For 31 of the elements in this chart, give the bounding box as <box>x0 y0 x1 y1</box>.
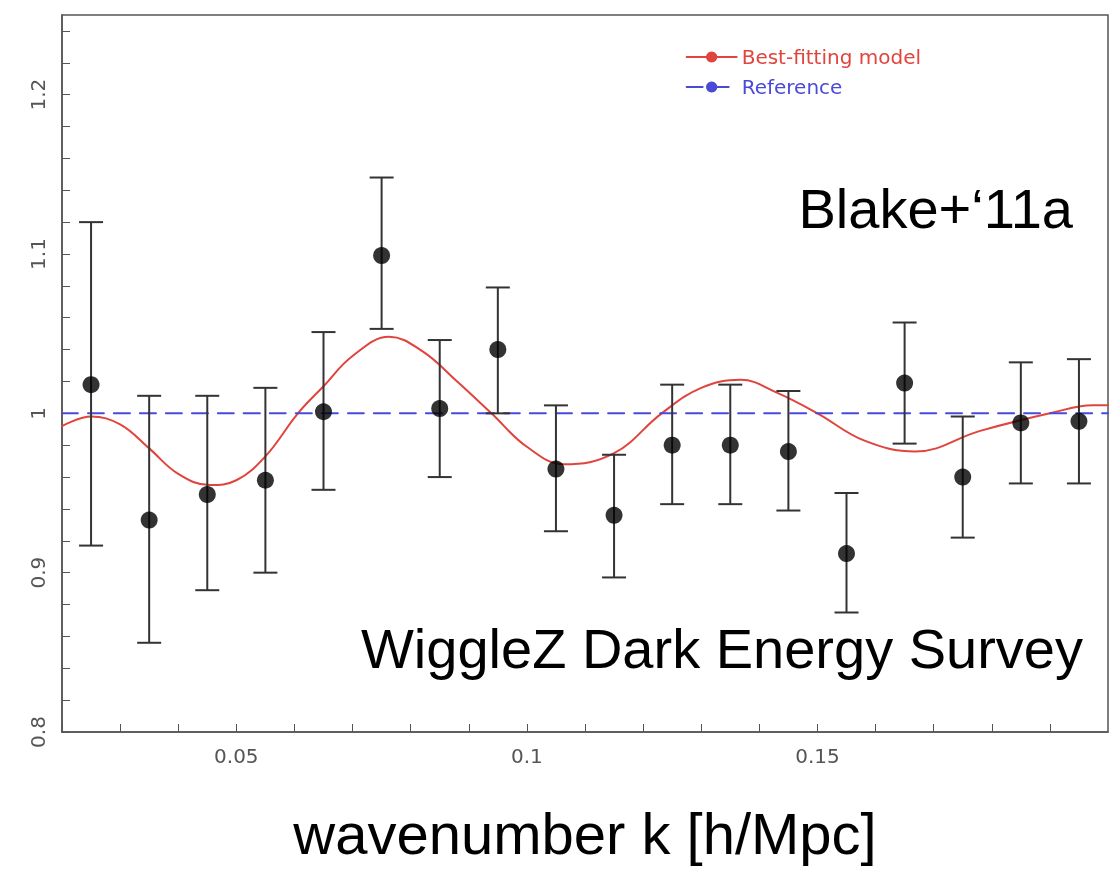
y-tick-label: 1.1 <box>26 238 50 270</box>
y-tick-label: 0.9 <box>26 556 50 589</box>
point <box>547 460 565 478</box>
point <box>373 247 391 265</box>
point <box>1070 412 1088 430</box>
point <box>315 403 332 421</box>
annotation: WiggleZ Dark Energy Survey <box>360 616 1083 680</box>
point <box>838 545 855 563</box>
point <box>721 436 739 454</box>
point <box>779 443 797 461</box>
point <box>605 506 623 524</box>
point <box>663 436 681 454</box>
legend-label: Reference <box>741 75 843 99</box>
x-axis-title: wavenumber k [h/Mpc] <box>292 800 877 866</box>
x-tick-label: 0.05 <box>214 744 259 768</box>
legend-label: Best-fitting model <box>741 45 922 69</box>
point <box>431 400 449 418</box>
point <box>140 511 158 529</box>
y-tick-label: 0.8 <box>26 716 50 748</box>
point <box>1012 414 1030 432</box>
annotation: Blake+‘11a <box>798 176 1074 240</box>
point <box>198 486 216 504</box>
y-tick-label: 1.2 <box>26 78 50 111</box>
y-tick-label: 1 <box>26 406 50 420</box>
point <box>256 471 274 489</box>
point <box>954 468 972 486</box>
x-tick-label: 0.15 <box>795 744 840 768</box>
x-tick-label: 0.1 <box>510 744 543 768</box>
point <box>489 341 507 359</box>
point <box>82 376 100 394</box>
point <box>896 374 914 392</box>
